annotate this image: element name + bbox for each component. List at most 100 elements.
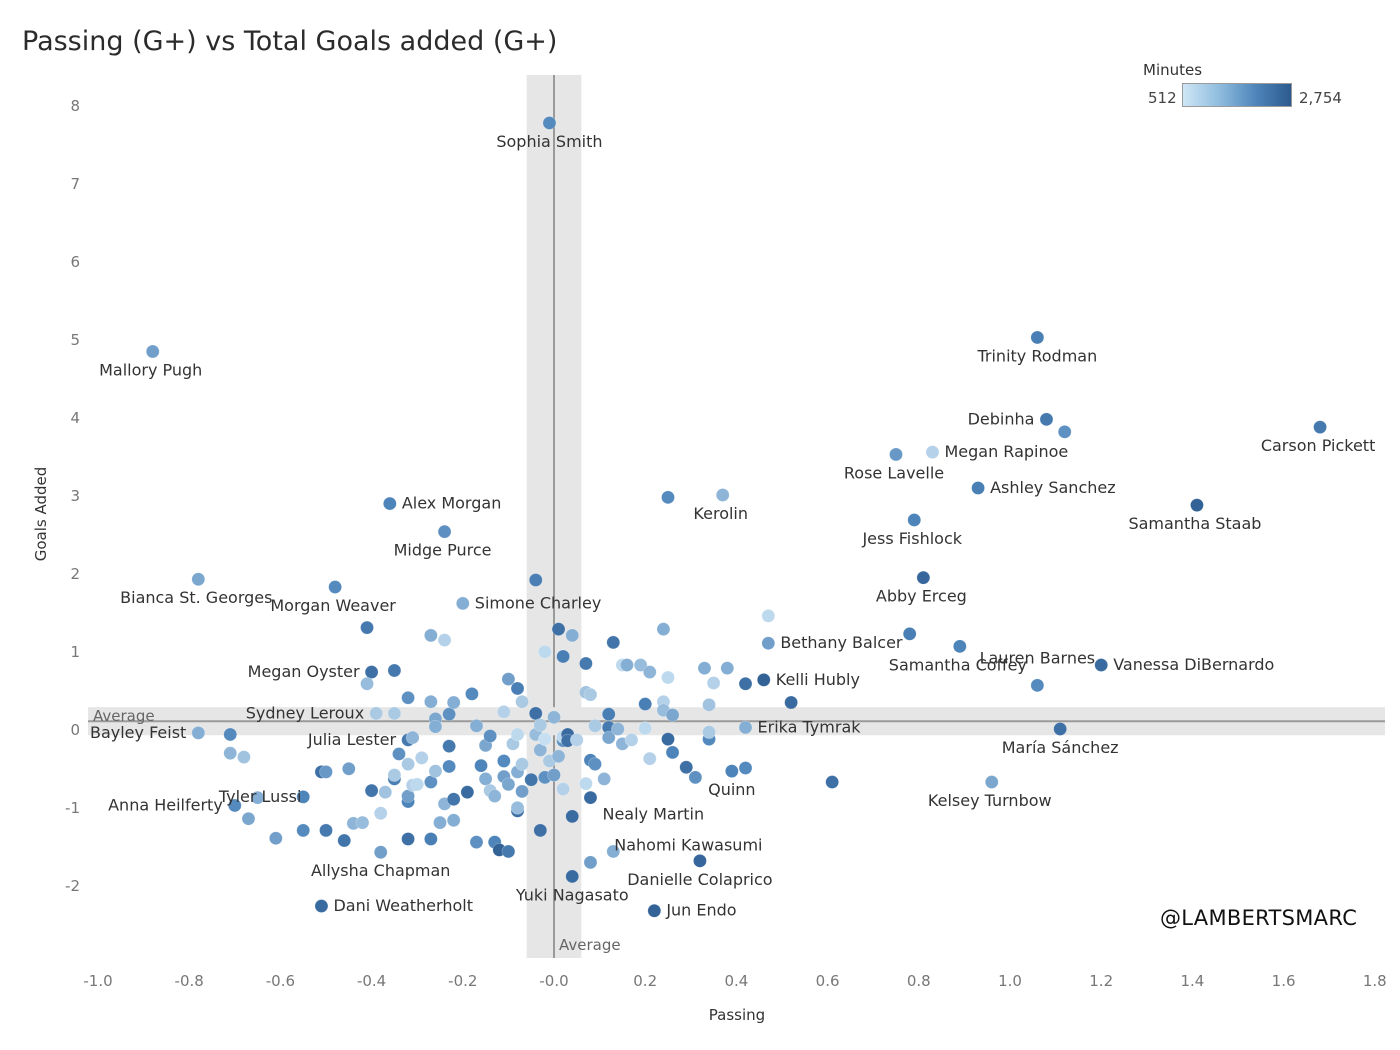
data-point	[269, 831, 283, 846]
point-label: Tyler Lussi	[218, 787, 302, 806]
data-point	[665, 708, 680, 722]
data-point	[725, 764, 739, 778]
point-label: Lauren Barnes	[980, 648, 1096, 667]
data-point	[583, 687, 598, 702]
point-label: Kerolin	[693, 504, 748, 523]
point-label: María Sánchez	[1002, 738, 1119, 757]
data-point	[314, 899, 329, 913]
point-label: Anna Heilferty	[108, 795, 223, 814]
data-point	[1057, 425, 1072, 439]
y-tick-label: 4	[70, 409, 80, 427]
data-point	[387, 663, 402, 678]
point-label: Rose Lavelle	[844, 463, 944, 482]
data-point	[761, 636, 776, 651]
data-point	[515, 784, 529, 799]
legend-title: Minutes	[1143, 61, 1203, 79]
point-label: Samantha Coffey	[889, 655, 1027, 674]
data-point	[583, 855, 598, 870]
data-point	[191, 572, 206, 587]
data-point	[369, 706, 383, 721]
data-point	[501, 777, 516, 792]
data-point	[656, 622, 671, 636]
data-point	[551, 622, 566, 636]
data-point	[446, 695, 461, 710]
x-tick-label: 0.2	[633, 972, 657, 990]
data-point	[497, 705, 511, 719]
data-point	[487, 789, 502, 803]
legend-max-label: 2,754	[1299, 89, 1342, 107]
data-point	[697, 661, 712, 675]
data-point	[1030, 678, 1045, 693]
data-point	[401, 757, 415, 771]
data-point	[1030, 330, 1045, 345]
data-point	[469, 835, 484, 849]
point-label: Megan Rapinoe	[944, 442, 1068, 461]
point-label: Quinn	[708, 780, 755, 799]
data-point	[414, 751, 429, 765]
point-label: Kelsey Turnbow	[928, 791, 1052, 810]
point-label: Jess Fishlock	[861, 529, 962, 548]
point-label: Megan Oyster	[248, 662, 360, 681]
data-point	[597, 772, 611, 786]
data-point	[437, 633, 452, 647]
x-tick-label: 0.4	[724, 972, 748, 990]
point-label: Jun Endo	[665, 901, 736, 920]
data-point	[547, 768, 561, 782]
data-point	[364, 665, 379, 679]
y-tick-label: 8	[70, 97, 80, 115]
data-point	[145, 344, 160, 359]
data-point	[633, 658, 648, 672]
data-point	[601, 730, 616, 745]
y-tick-label: 2	[70, 565, 80, 583]
data-point	[474, 758, 488, 773]
y-axis-title: Goals Added	[32, 467, 50, 562]
y-tick-label: 3	[70, 487, 80, 505]
data-point	[642, 751, 657, 766]
data-point	[638, 697, 653, 711]
data-point	[556, 782, 570, 796]
author-credit: @LAMBERTSMARC	[1160, 906, 1358, 930]
y-tick-label: -1	[65, 799, 80, 817]
data-point	[424, 694, 438, 709]
data-point	[647, 903, 662, 918]
data-point	[515, 757, 529, 771]
data-point	[360, 676, 374, 691]
data-point	[250, 790, 265, 805]
data-point	[465, 687, 479, 701]
point-label: Samantha Staab	[1128, 514, 1261, 533]
data-point	[569, 733, 584, 747]
data-point	[661, 732, 675, 746]
point-label: Sydney Leroux	[246, 703, 364, 722]
data-point	[455, 596, 470, 611]
point-label: Simone Charley	[475, 593, 602, 612]
data-point	[661, 490, 675, 505]
data-point	[360, 620, 374, 635]
x-tick-label: -0.0	[539, 972, 568, 990]
data-point	[533, 718, 548, 732]
data-point	[437, 524, 452, 539]
x-average-label: Average	[559, 936, 621, 954]
y-tick-label: 7	[70, 175, 80, 193]
data-point	[642, 665, 657, 679]
data-point	[469, 719, 484, 733]
data-point	[925, 445, 940, 459]
x-tick-label: -0.2	[448, 972, 477, 990]
data-point	[191, 726, 206, 740]
data-point	[638, 721, 653, 736]
data-point	[296, 790, 311, 804]
y-tick-label: 0	[70, 721, 80, 739]
data-point	[528, 706, 543, 721]
legend-color-ramp	[1182, 83, 1292, 107]
x-tick-label: -0.8	[175, 972, 204, 990]
data-point	[478, 772, 493, 786]
data-point	[665, 745, 680, 760]
x-tick-label: -1.0	[83, 972, 112, 990]
data-point	[223, 727, 238, 742]
data-point	[702, 698, 716, 712]
data-point	[551, 749, 566, 764]
data-point	[501, 844, 516, 859]
data-point	[565, 809, 580, 824]
y-average-label: Average	[93, 707, 155, 725]
data-point	[688, 770, 703, 785]
point-label: Mallory Pugh	[99, 360, 202, 379]
